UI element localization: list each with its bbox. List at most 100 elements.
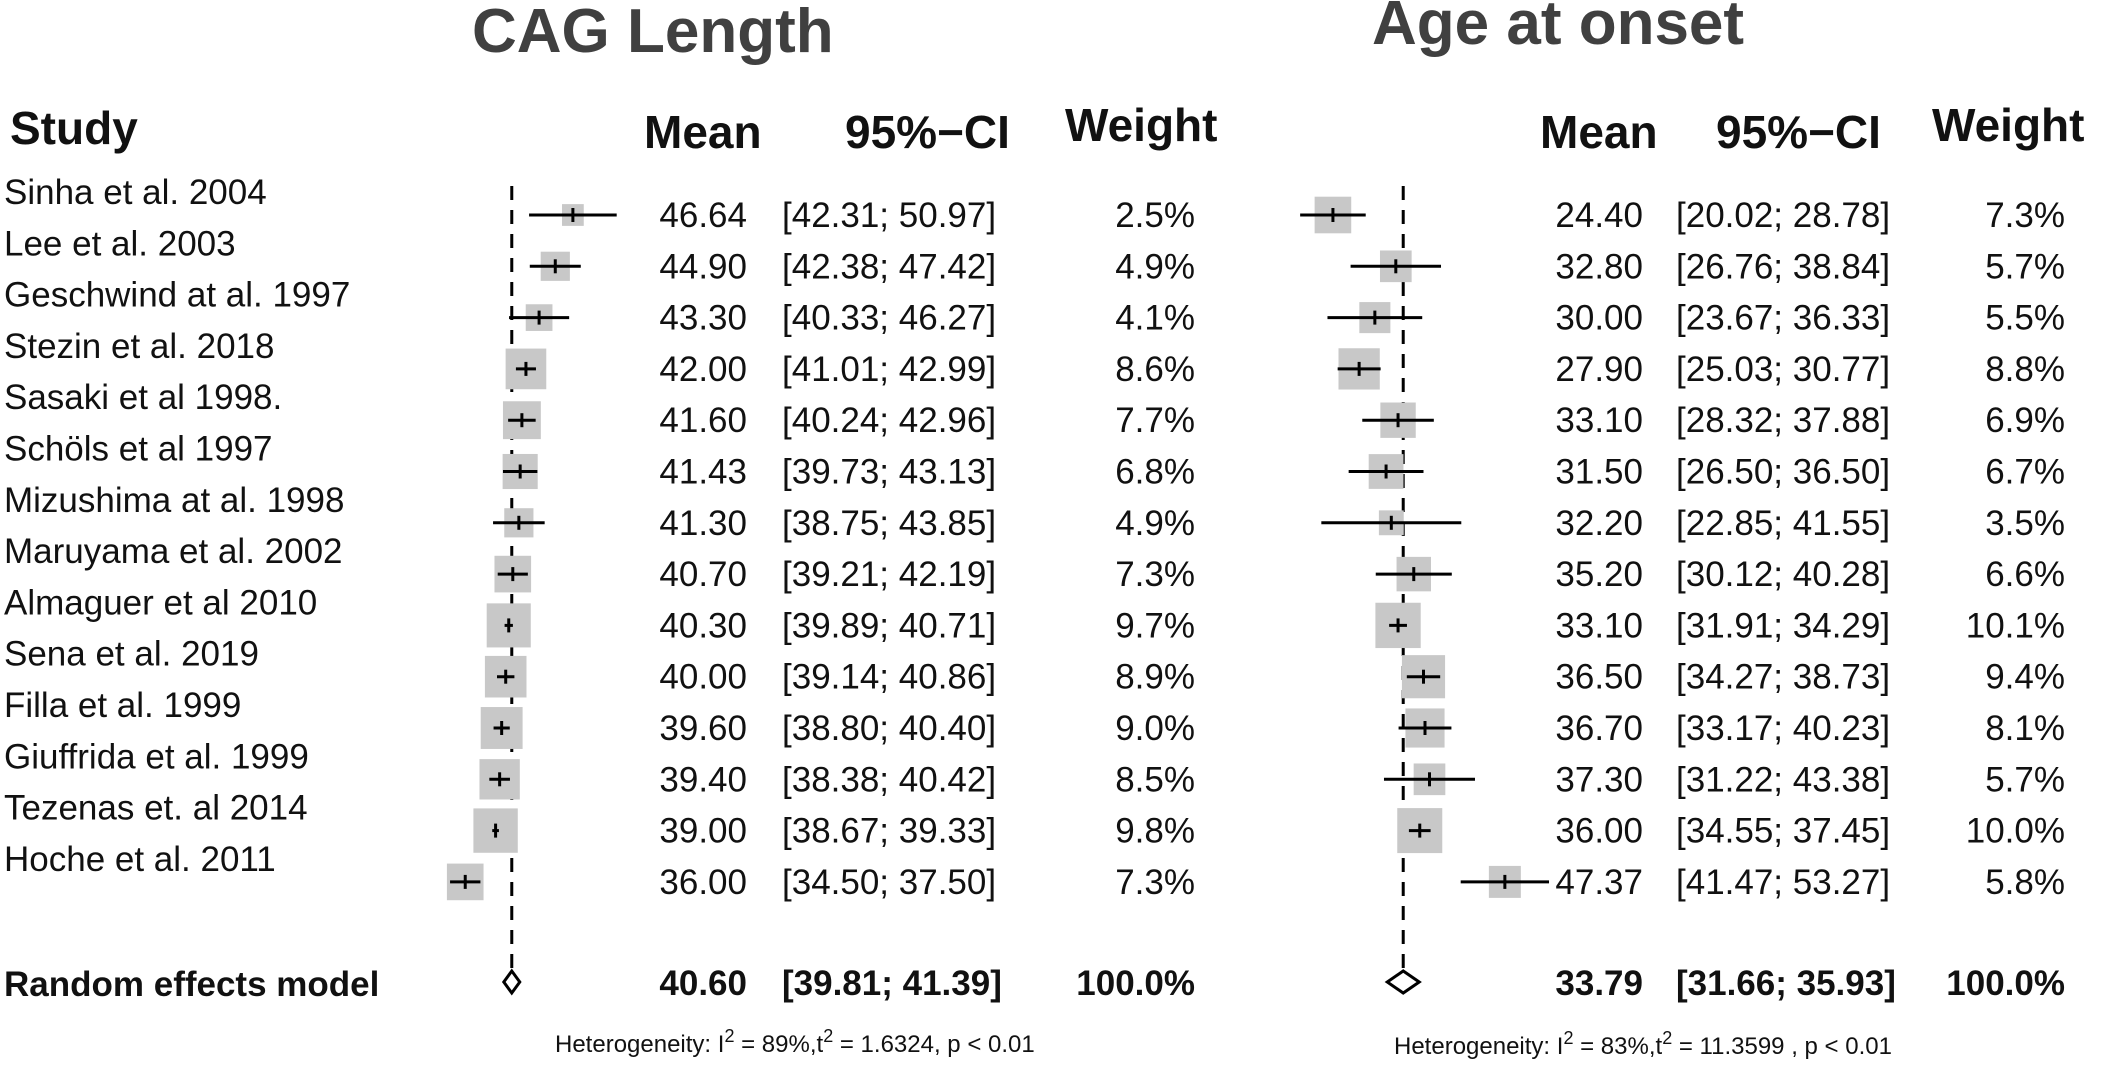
heterogeneity-p-text: , p < 0.01: [1785, 1033, 1892, 1060]
header-weight-left: Weight: [1065, 99, 1217, 151]
mean-value: 43.30: [659, 299, 747, 338]
ci-value: [38.67; 39.33]: [782, 812, 996, 851]
ci-value: [40.33; 46.27]: [782, 299, 996, 338]
ci-value: [26.50; 36.50]: [1676, 453, 1890, 492]
heterogeneity-i2-value: = 89%,: [734, 1031, 816, 1058]
summary-label: Random effects model: [4, 965, 379, 1004]
study-name: Geschwind at al. 1997: [4, 276, 350, 315]
weight-value: 7.3%: [1115, 555, 1195, 594]
heterogeneity-prefix: Heterogeneity:: [555, 1031, 718, 1058]
weight-value: 3.5%: [1985, 504, 2065, 543]
header-mean-left: Mean: [644, 106, 762, 158]
ci-value: [30.12; 40.28]: [1676, 555, 1890, 594]
mean-value: 41.30: [659, 504, 747, 543]
panel-title-age-at-onset: Age at onset: [1372, 0, 1744, 58]
study-name: Sasaki et al 1998.: [4, 378, 282, 417]
heterogeneity-tau2-label: t: [817, 1031, 824, 1058]
ci-value: [38.38; 40.42]: [782, 760, 996, 799]
heterogeneity-text: Heterogeneity: I2 = 89%,t2 = 1.6324, p <…: [555, 1026, 1035, 1058]
header-ci-left: 95%−CI: [845, 106, 1010, 158]
summary-diamond: [501, 968, 522, 996]
weight-value: 9.7%: [1115, 606, 1195, 645]
ci-value: [31.91; 34.29]: [1676, 606, 1890, 645]
weight-value: 6.8%: [1115, 453, 1195, 492]
ci-value: [42.31; 50.97]: [782, 196, 996, 235]
panel-age-at-onset: 24.40 [20.02; 28.78] 7.3% 32.80 [26.76; 38.8…: [1300, 186, 2065, 1060]
mean-value: 47.37: [1555, 863, 1643, 902]
mean-value: 40.30: [659, 606, 747, 645]
mean-value: 37.30: [1555, 760, 1643, 799]
mean-value: 41.43: [659, 453, 747, 492]
study-name: Stezin et al. 2018: [4, 327, 274, 366]
weight-value: 8.8%: [1985, 350, 2065, 389]
mean-value: 33.10: [1555, 401, 1643, 440]
study-name: Giuffrida et al. 1999: [4, 737, 309, 776]
mean-value: 31.50: [1555, 453, 1643, 492]
summary-weight: 100.0%: [1946, 964, 2065, 1003]
ci-value: [40.24; 42.96]: [782, 401, 996, 440]
panel-title-cag-length: CAG Length: [472, 0, 834, 66]
ci-value: [34.27; 38.73]: [1676, 658, 1890, 697]
superscript-2: 2: [823, 1026, 833, 1046]
ci-value: [28.32; 37.88]: [1676, 401, 1890, 440]
weight-value: 8.1%: [1985, 709, 2065, 748]
mean-value: 32.80: [1555, 247, 1643, 286]
ci-value: [34.50; 37.50]: [782, 863, 996, 902]
heterogeneity-i2-label: I: [718, 1031, 725, 1058]
ci-value: [33.17; 40.23]: [1676, 709, 1890, 748]
mean-value: 39.00: [659, 812, 747, 851]
study-name: Sena et al. 2019: [4, 635, 259, 674]
weight-value: 9.8%: [1115, 812, 1195, 851]
summary-weight: 100.0%: [1076, 964, 1195, 1003]
ci-value: [31.22; 43.38]: [1676, 760, 1890, 799]
heterogeneity-prefix: Heterogeneity:: [1394, 1033, 1557, 1060]
ci-value: [20.02; 28.78]: [1676, 196, 1890, 235]
summary-ci: [39.81; 41.39]: [782, 964, 1002, 1003]
mean-value: 46.64: [659, 196, 747, 235]
panel-cag-length: 46.64 [42.31; 50.97] 2.5% 44.90 [42.38; 47.4…: [446, 186, 1195, 1058]
weight-value: 6.6%: [1985, 555, 2065, 594]
mean-value: 41.60: [659, 401, 747, 440]
weight-value: 6.7%: [1985, 453, 2065, 492]
study-name: Schöls et al 1997: [4, 430, 273, 469]
study-name: Lee et al. 2003: [4, 224, 236, 263]
mean-value: 36.00: [1555, 812, 1643, 851]
ci-value: [41.47; 53.27]: [1676, 863, 1890, 902]
study-name: Sinha et al. 2004: [4, 173, 267, 212]
mean-value: 40.70: [659, 555, 747, 594]
weight-value: 4.9%: [1115, 504, 1195, 543]
ci-value: [25.03; 30.77]: [1676, 350, 1890, 389]
study-name: Tezenas et. al 2014: [4, 789, 308, 828]
heterogeneity-i2-value: = 83%,: [1573, 1033, 1655, 1060]
heterogeneity-i2-label: I: [1557, 1033, 1564, 1060]
weight-value: 5.8%: [1985, 863, 2065, 902]
mean-value: 40.00: [659, 658, 747, 697]
mean-value: 24.40: [1555, 196, 1643, 235]
study-name: Mizushima at al. 1998: [4, 481, 344, 520]
mean-value: 27.90: [1555, 350, 1643, 389]
ci-value: [39.89; 40.71]: [782, 606, 996, 645]
study-name: Filla et al. 1999: [4, 686, 241, 725]
superscript-2: 2: [1662, 1028, 1672, 1048]
header-study: Study: [10, 102, 138, 154]
ci-value: [39.21; 42.19]: [782, 555, 996, 594]
heterogeneity-p-text: p < 0.01: [941, 1031, 1035, 1058]
weight-value: 4.1%: [1115, 299, 1195, 338]
summary-ci: [31.66; 35.93]: [1676, 964, 1896, 1003]
header-mean-right: Mean: [1540, 106, 1658, 158]
summary-mean: 33.79: [1555, 964, 1643, 1003]
weight-value: 8.6%: [1115, 350, 1195, 389]
ci-value: [42.38; 47.42]: [782, 247, 996, 286]
weight-value: 5.7%: [1985, 247, 2065, 286]
weight-value: 5.5%: [1985, 299, 2065, 338]
ci-value: [38.75; 43.85]: [782, 504, 996, 543]
mean-value: 32.20: [1555, 504, 1643, 543]
mean-value: 36.00: [659, 863, 747, 902]
mean-value: 44.90: [659, 247, 747, 286]
mean-value: 30.00: [1555, 299, 1643, 338]
ci-value: [41.01; 42.99]: [782, 350, 996, 389]
weight-value: 7.3%: [1985, 196, 2065, 235]
mean-value: 33.10: [1555, 606, 1643, 645]
mean-value: 39.40: [659, 760, 747, 799]
weight-value: 7.3%: [1115, 863, 1195, 902]
